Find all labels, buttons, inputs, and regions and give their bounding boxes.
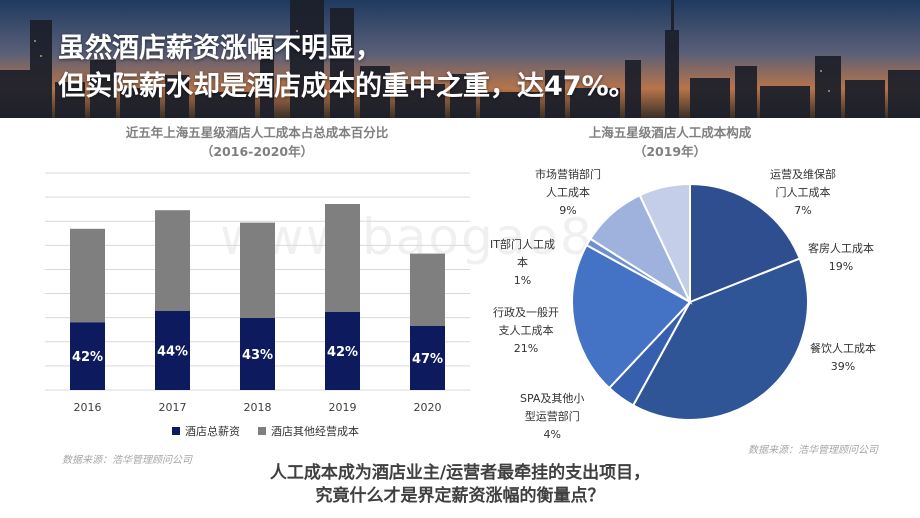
x-tick-2016: 2016 xyxy=(74,401,102,414)
pie-chart-title-line-1: 上海五星级酒店人工成本构成 xyxy=(588,125,752,140)
stacked-bar-chart: 42% 2016 44% 2017 43% 2018 42% 2019 47% 2020 xyxy=(45,172,470,414)
source-note-right: 数据来源：浩华管理顾问公司 xyxy=(748,445,878,456)
bar-other-2020 xyxy=(410,253,445,326)
bottom-question-line-2: 究竟什么才是界定薪资涨幅的衡量点？ xyxy=(315,486,605,506)
legend-swatch-salary xyxy=(172,427,180,435)
pie-label-admin: 行政及一般开 支人工成本 21% xyxy=(493,306,559,355)
pie-label-it: IT部门人工成 本 1% xyxy=(490,238,555,287)
pie-chart xyxy=(571,182,809,421)
pie-label-operations: 运营及维保部 门人工成本 7% xyxy=(770,168,836,217)
bar-label-2017: 44% xyxy=(157,344,188,359)
page-headline: 虽然酒店薪资涨幅不明显， 但实际薪水却是酒店成本的重中之重，达47%。 xyxy=(58,30,636,106)
bar-salary-2020 xyxy=(410,325,445,390)
x-tick-2018: 2018 xyxy=(244,401,272,414)
pie-slice-3 xyxy=(571,243,692,390)
bar-other-2016 xyxy=(70,228,105,323)
bar-salary-2018 xyxy=(240,318,275,390)
pie-chart-title-line-2: （2019年） xyxy=(633,144,707,159)
bar-label-2019: 42% xyxy=(327,345,358,360)
headline-line-1: 虽然酒店薪资涨幅不明显， xyxy=(58,33,382,64)
bar-chart-title-line-1: 近五年上海五星级酒店人工成本占总成本百分比 xyxy=(125,125,389,140)
bar-chart-legend: 酒店总薪资 酒店其他经营成本 xyxy=(172,423,359,439)
pie-label-rooms: 客房人工成本 19% xyxy=(808,242,874,273)
pie-label-fnb: 餐饮人工成本 39% xyxy=(810,342,876,373)
source-note-left: 数据来源：浩华管理顾问公司 xyxy=(62,455,192,466)
bar-other-2018 xyxy=(240,222,275,319)
bar-chart-title: 近五年上海五星级酒店人工成本占总成本百分比 （2016-2020年） xyxy=(52,123,462,161)
bar-label-2018: 43% xyxy=(242,348,273,363)
pie-label-marketing: 市场营销部门 人工成本 9% xyxy=(535,168,601,217)
pie-chart-title: 上海五星级酒店人工成本构成 （2019年） xyxy=(540,123,800,161)
bottom-question-line-1: 人工成本成为酒店业主/运营者最牵挂的支出项目， xyxy=(269,463,651,483)
x-tick-2017: 2017 xyxy=(159,401,187,414)
pie-slice-6 xyxy=(638,182,691,303)
bar-other-2017 xyxy=(155,210,190,311)
bar-chart-title-line-2: （2016-2020年） xyxy=(200,144,314,159)
header-banner: 虽然酒店薪资涨幅不明显， 但实际薪水却是酒店成本的重中之重，达47%。 xyxy=(0,0,920,118)
bottom-question: 人工成本成为酒店业主/运营者最牵挂的支出项目， 究竟什么才是界定薪资涨幅的衡量点… xyxy=(0,462,920,508)
bar-label-2016: 42% xyxy=(72,350,103,365)
legend-item-other: 酒店其他经营成本 xyxy=(258,423,359,439)
headline-line-2: 但实际薪水却是酒店成本的重中之重，达47%。 xyxy=(58,71,636,102)
legend-item-salary: 酒店总薪资 xyxy=(172,423,240,439)
pie-label-spa: SPA及其他小 型运营部门 4% xyxy=(520,392,585,441)
pie-slice-1 xyxy=(631,257,809,421)
bar-salary-2016 xyxy=(70,322,105,390)
bar-other-2019 xyxy=(325,204,360,312)
x-tick-2020: 2020 xyxy=(414,401,442,414)
bar-salary-2019 xyxy=(325,311,360,390)
legend-label-other: 酒店其他经营成本 xyxy=(271,425,359,438)
bar-salary-2017 xyxy=(155,310,190,390)
pie-slice-0 xyxy=(689,182,802,304)
city-skyline-image xyxy=(0,0,920,118)
bar-label-2020: 47% xyxy=(412,352,443,367)
legend-swatch-other xyxy=(258,427,266,435)
x-tick-2019: 2019 xyxy=(329,401,357,414)
legend-label-salary: 酒店总薪资 xyxy=(185,425,240,438)
